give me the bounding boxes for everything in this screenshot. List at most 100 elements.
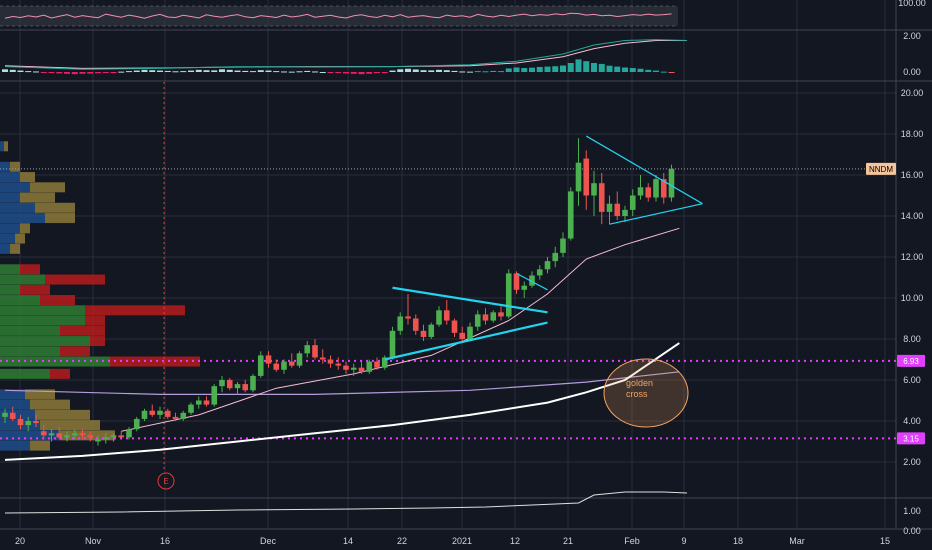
- macd-histogram-bar: [288, 71, 295, 73]
- volume-profile-down-bar: [50, 368, 70, 379]
- volume-profile-down-bar: [20, 284, 50, 295]
- candle-down: [374, 361, 380, 368]
- macd-histogram-bar: [459, 71, 466, 73]
- candle-down: [33, 421, 39, 424]
- volume-profile-down-bar: [30, 440, 50, 451]
- volume-profile-down-bar: [60, 325, 105, 336]
- date-tick-label: 16: [160, 536, 170, 546]
- candle-up: [381, 357, 388, 368]
- candle-up: [606, 203, 613, 212]
- volume-profile-up-bar: [0, 223, 20, 234]
- candle-down: [40, 431, 47, 436]
- macd-histogram-bar: [513, 67, 520, 72]
- macd-histogram-bar: [95, 72, 101, 74]
- rsi-tick-label: 100.00: [898, 0, 926, 8]
- candle-down: [451, 320, 458, 333]
- price-label-text: 3.15: [903, 434, 919, 443]
- macd-histogram-bar: [451, 70, 458, 72]
- price-label-box: [897, 432, 925, 445]
- macd-histogram-bar: [467, 71, 473, 73]
- candle-down: [312, 345, 318, 358]
- volume-profile-up-bar: [0, 336, 90, 347]
- candle-up: [188, 404, 194, 413]
- macd-histogram-bar: [374, 72, 380, 74]
- date-tick-label: 15: [880, 536, 890, 546]
- volume-profile-up-bar: [0, 315, 85, 326]
- candle-up: [95, 439, 101, 442]
- macd-histogram-bar: [195, 69, 202, 72]
- volume-profile-down-bar: [45, 213, 75, 224]
- macd-histogram-bar: [397, 69, 404, 72]
- candle-up: [490, 312, 497, 321]
- macd-histogram-bar: [257, 70, 264, 72]
- candle-down: [226, 380, 233, 389]
- candle-down: [645, 187, 652, 198]
- price-label-box: [866, 162, 896, 175]
- candle-down: [405, 316, 411, 319]
- candle-up: [257, 355, 264, 376]
- macd-histogram-bar: [583, 61, 590, 72]
- candle-down: [443, 310, 450, 321]
- candle-up: [389, 330, 396, 358]
- candle-down: [498, 312, 504, 317]
- candle-up: [350, 367, 357, 370]
- macd-histogram-bar: [312, 71, 318, 73]
- candle-up: [529, 275, 535, 286]
- macd-histogram-bar: [335, 72, 342, 73]
- macd-histogram-bar: [653, 70, 659, 72]
- candle-up: [281, 361, 287, 370]
- macd-histogram-bar: [668, 72, 675, 73]
- macd-histogram-bar: [567, 63, 574, 72]
- macd-histogram-bar: [366, 72, 373, 74]
- candle-down: [583, 158, 590, 196]
- trendline: [384, 321, 548, 361]
- candle-down: [513, 273, 520, 290]
- date-tick-label: 12: [510, 536, 520, 546]
- macd-histogram-bar: [645, 69, 652, 72]
- macd-histogram-bar: [319, 72, 326, 73]
- macd-histogram-bar: [591, 63, 597, 72]
- volume-profile-down-bar: [110, 356, 200, 367]
- candle-down: [172, 416, 179, 419]
- macd-histogram-bar: [172, 71, 179, 73]
- candle-up: [366, 361, 373, 372]
- macd-histogram-bar: [118, 71, 125, 73]
- volume-profile-down-bar: [10, 161, 20, 172]
- obv-tick-label: 0.00: [903, 526, 921, 536]
- macd-histogram-bar: [265, 70, 272, 72]
- candle-up: [521, 285, 528, 290]
- volume-profile-down-bar: [45, 274, 105, 285]
- trendline: [609, 203, 703, 225]
- macd-histogram-bar: [606, 65, 613, 72]
- macd-histogram-bar: [560, 65, 566, 72]
- volume-profile-up-bar: [0, 346, 60, 357]
- golden-cross-annotation: [603, 358, 689, 428]
- candle-up: [552, 252, 559, 262]
- volume-profile-down-bar: [20, 223, 30, 234]
- date-tick-label: 14: [343, 536, 353, 546]
- candle-up: [436, 310, 442, 325]
- volume-profile-down-bar: [85, 305, 185, 316]
- candle-down: [79, 433, 86, 436]
- rsi-band: [0, 6, 678, 26]
- volume-profile-up-bar: [0, 430, 60, 441]
- price-tick-label: 8.00: [903, 334, 921, 344]
- candle-up: [622, 209, 628, 216]
- candle-down: [358, 367, 365, 372]
- macd-histogram-bar: [343, 72, 349, 74]
- macd-histogram-bar: [428, 70, 435, 72]
- macd-histogram-bar: [498, 71, 504, 73]
- candle-up: [102, 437, 109, 440]
- macd-histogram-bar: [157, 70, 163, 72]
- volume-profile-down-bar: [40, 420, 100, 431]
- macd-histogram-bar: [87, 72, 94, 74]
- macd-histogram-bar: [71, 72, 78, 75]
- candle-down: [335, 363, 342, 366]
- macd-histogram-bar: [211, 70, 218, 72]
- candle-up: [567, 191, 574, 239]
- candle-down: [164, 410, 171, 417]
- candle-up: [211, 386, 218, 405]
- macd-histogram-bar: [234, 70, 241, 72]
